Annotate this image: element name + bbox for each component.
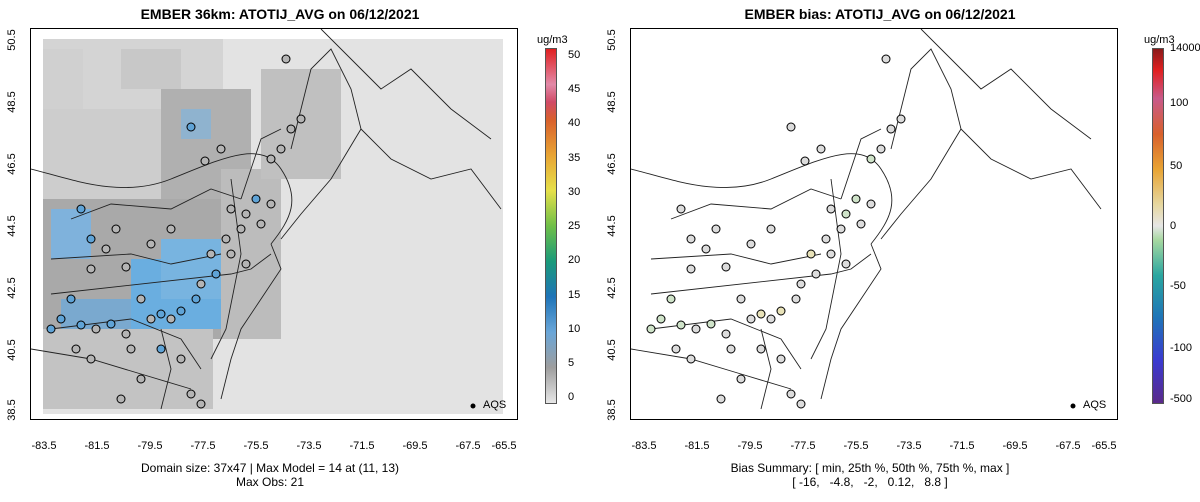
y-tick-44-5: 44.5 (6, 215, 18, 237)
x-tick: -73.5 (896, 440, 922, 452)
y-tick-38-5: 38.5 (6, 399, 18, 421)
x-tick: -75.5 (243, 440, 269, 452)
y-tick-48-5: 48.5 (606, 91, 618, 113)
x-tick: -79.5 (137, 440, 163, 452)
aqs-legend-label: AQS (1083, 399, 1107, 411)
x-tick: -75.5 (843, 440, 869, 452)
x-tick: -69.5 (1002, 440, 1028, 452)
panel-title: EMBER bias: ATOTIJ_AVG on 06/12/2021 (744, 6, 1016, 22)
y-tick-48-5: 48.5 (6, 91, 18, 113)
x-tick: -81.5 (84, 440, 110, 452)
x-tick: -65.5 (1091, 440, 1117, 452)
model-colorbar (545, 48, 557, 404)
colorbar-tick: 20 (568, 254, 581, 266)
aqs-legend-label: AQS (483, 399, 507, 411)
x-tick: -69.5 (402, 440, 428, 452)
x-tick: -71.5 (949, 440, 975, 452)
colorbar-tick: 50 (568, 49, 581, 61)
y-tick-42-5: 42.5 (6, 277, 18, 299)
colorbar-tick: 30 (568, 186, 581, 198)
y-tick-50-5: 50.5 (6, 29, 18, 51)
x-tick: -71.5 (349, 440, 375, 452)
x-tick: -77.5 (190, 440, 216, 452)
x-tick: -77.5 (790, 440, 816, 452)
bias-map-panel: EMBER bias: ATOTIJ_AVG on 06/12/2021 (600, 0, 1200, 502)
y-tick-46-5: 46.5 (6, 153, 18, 175)
y-tick-40-5: 40.5 (6, 339, 18, 361)
colorbar-unit: ug/m3 (1144, 34, 1175, 46)
y-tick-46-5: 46.5 (606, 153, 618, 175)
colorbar-tick: 5 (568, 357, 575, 369)
colorbar-tick: 14000 (1170, 42, 1200, 54)
y-tick-44-5: 44.5 (606, 215, 618, 237)
x-tick: -83.5 (31, 440, 57, 452)
y-tick-50-5: 50.5 (606, 29, 618, 51)
max-obs-caption: Max Obs: 21 (235, 475, 305, 489)
x-tick: -73.5 (296, 440, 322, 452)
panel-title: EMBER 36km: ATOTIJ_AVG on 06/12/2021 (140, 6, 420, 22)
x-tick: -67.5 (455, 440, 481, 452)
bias-summary-values: [ -16, -4.8, -2, 0.12, 8.8 ] (792, 475, 948, 489)
model-site-markers (46, 54, 306, 409)
model-map-panel: EMBER 36km: ATOTIJ_AVG on 06/12/2021 (6, 6, 581, 489)
bias-map-svg (631, 29, 1102, 410)
aqs-legend-dot (1070, 403, 1076, 409)
y-tick-38-5: 38.5 (606, 399, 618, 421)
x-tick: -79.5 (737, 440, 763, 452)
colorbar-tick: 25 (568, 220, 581, 232)
y-tick-40-5: 40.5 (606, 339, 618, 361)
model-map-svg (31, 29, 503, 414)
model-grid-cells (43, 39, 341, 409)
colorbar-tick: 35 (568, 152, 581, 164)
y-tick-42-5: 42.5 (606, 277, 618, 299)
domain-caption: Domain size: 37x47 | Max Model = 14 at (… (140, 461, 400, 475)
colorbar-tick: 10 (568, 323, 581, 335)
colorbar-tick: 45 (568, 83, 581, 95)
x-tick: -67.5 (1055, 440, 1081, 452)
x-tick: -81.5 (684, 440, 710, 452)
map-frame: AQS (30, 28, 518, 420)
colorbar-tick: 15 (568, 289, 581, 301)
bias-boundaries (631, 29, 1102, 410)
bias-site-markers (646, 54, 906, 409)
bias-summary-caption: Bias Summary: [ min, 25th %, 50th %, 75t… (730, 461, 1010, 475)
model-boundaries (31, 29, 502, 410)
colorbar-tick: -500 (1170, 393, 1193, 405)
colorbar-tick: 50 (1170, 160, 1183, 172)
colorbar-tick: 100 (1170, 97, 1189, 109)
colorbar-tick: -50 (1170, 280, 1186, 292)
bias-colorbar (1152, 48, 1164, 404)
aqs-legend-dot (470, 403, 476, 409)
map-frame: AQS (630, 28, 1118, 420)
colorbar-tick: -100 (1170, 342, 1193, 354)
colorbar-tick: 0 (568, 391, 575, 403)
colorbar-tick: 40 (568, 117, 581, 129)
colorbar-tick: 0 (1170, 220, 1177, 232)
x-tick: -65.5 (491, 440, 517, 452)
x-tick: -83.5 (631, 440, 657, 452)
colorbar-unit: ug/m3 (537, 34, 568, 46)
